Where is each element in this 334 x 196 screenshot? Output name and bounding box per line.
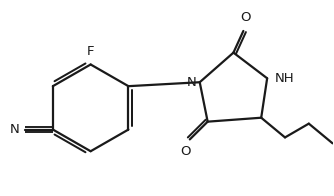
- Text: F: F: [87, 44, 95, 58]
- Text: O: O: [240, 11, 250, 24]
- Text: N: N: [187, 76, 197, 89]
- Text: NH: NH: [275, 72, 295, 85]
- Text: O: O: [181, 145, 191, 158]
- Text: N: N: [9, 123, 19, 136]
